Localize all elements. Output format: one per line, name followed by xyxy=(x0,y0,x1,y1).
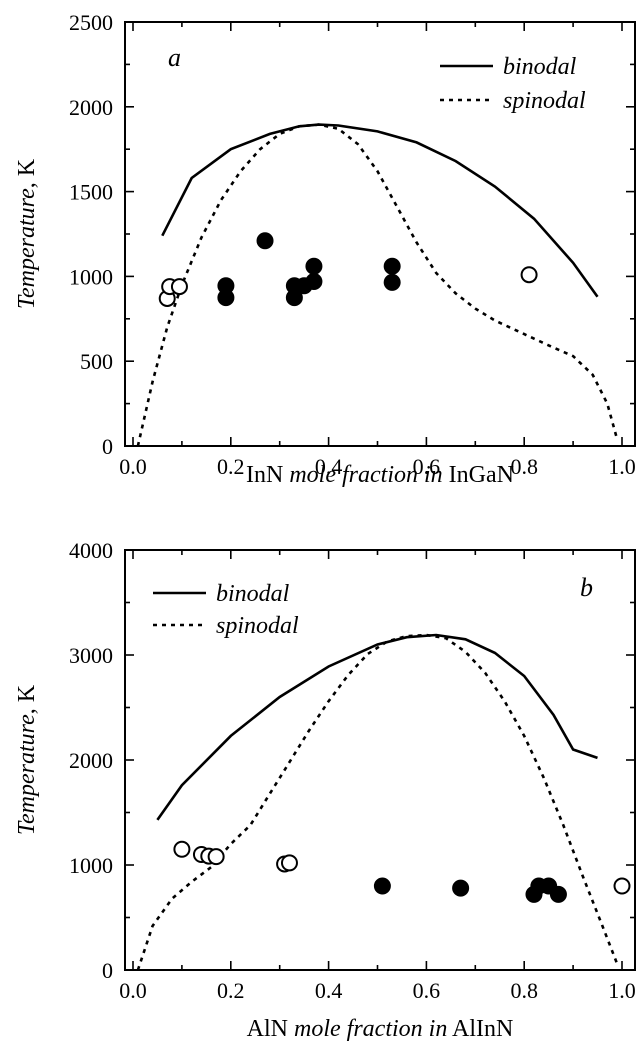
y-tick-label: 3000 xyxy=(69,643,113,668)
panel-b-plot-frame xyxy=(124,549,636,971)
open-circle-point xyxy=(173,840,191,858)
panel-b-ticks xyxy=(125,549,635,971)
filled-circle-point xyxy=(256,232,274,250)
binodal-curve xyxy=(156,633,598,821)
y-tick-label: 2000 xyxy=(69,748,113,773)
panel-a-curves xyxy=(136,123,619,447)
y-tick-label: 0 xyxy=(102,434,113,459)
x-tick-label: 0.6 xyxy=(413,454,441,479)
panel-b-legend-spinodal-label: spinodal xyxy=(216,613,299,639)
x-tick-label: 0.4 xyxy=(315,454,343,479)
filled-circle-point xyxy=(452,879,470,897)
y-tick-label: 2000 xyxy=(69,95,113,120)
panel-b-y-axis-label: Temperature, K xyxy=(14,684,40,835)
panel-b-label: b xyxy=(580,573,593,602)
x-tick-label: 0.0 xyxy=(119,978,147,1003)
panel-b-legend: binodal spinodal xyxy=(153,581,299,639)
open-circle-point xyxy=(170,278,188,296)
panel-a-x-axis-label-part3: InGaN xyxy=(449,462,514,488)
panel-a-plot-frame xyxy=(124,21,636,447)
panel-a-x-axis-label: InN mole fraction in InGaN xyxy=(246,462,514,488)
panel-b-x-axis-label-part3: AlInN xyxy=(452,1016,513,1042)
panel-b-curves xyxy=(136,633,619,971)
panel-a-y-axis-label-part1: Temperature xyxy=(14,188,40,309)
filled-circle-point xyxy=(305,257,323,275)
open-circle-point xyxy=(520,266,538,284)
x-tick-label: 0.0 xyxy=(119,454,147,479)
panel-a-legend: binodal spinodal xyxy=(440,54,586,114)
filled-circle-point xyxy=(373,877,391,895)
spinodal-curve xyxy=(136,633,619,971)
y-tick-label: 2500 xyxy=(69,10,113,35)
spinodal-curve xyxy=(136,123,619,447)
panel-a-y-axis-label: Temperature, K xyxy=(14,158,40,309)
x-tick-label: 0.2 xyxy=(217,454,245,479)
panel-b-chart: 0.0 0.2 0.4 0.6 0.8 1.0 0 1000 2000 3000 4000 b bi… xyxy=(14,538,636,1042)
y-tick-label: 1000 xyxy=(69,264,113,289)
x-tick-label: 1.0 xyxy=(608,454,636,479)
panel-a-ticks xyxy=(125,21,635,447)
binodal-curve xyxy=(161,123,599,298)
panel-b-x-axis-label: AlN mole fraction in AlInN xyxy=(247,1016,514,1042)
x-tick-label: 1.0 xyxy=(608,978,636,1003)
open-circle-point xyxy=(280,854,298,872)
x-tick-label: 0.2 xyxy=(217,978,245,1003)
y-tick-label: 1500 xyxy=(69,180,113,205)
y-tick-label: 500 xyxy=(80,349,113,374)
x-tick-label: 0.4 xyxy=(315,978,343,1003)
panel-b-y-axis-label-part1: Temperature xyxy=(14,714,40,835)
filled-circle-point xyxy=(217,277,235,295)
filled-circle-point xyxy=(305,272,323,290)
panel-a-x-axis-label-part2: mole fraction in xyxy=(289,462,442,488)
y-tick-label: 0 xyxy=(102,958,113,983)
panel-b-legend-binodal-label: binodal xyxy=(216,581,290,607)
panel-a-tick-labels: 0.0 0.2 0.4 0.6 0.8 1.0 0 500 1000 1500 2000 2500 xyxy=(69,10,636,479)
filled-circle-point xyxy=(383,257,401,275)
open-circle-point xyxy=(613,877,631,895)
panel-a-label: a xyxy=(168,43,181,72)
x-tick-label: 0.6 xyxy=(413,978,441,1003)
x-tick-label: 0.8 xyxy=(510,978,538,1003)
filled-circle-point xyxy=(383,273,401,291)
panel-b-tick-labels: 0.0 0.2 0.4 0.6 0.8 1.0 0 1000 2000 3000 4000 xyxy=(69,538,636,1003)
panel-a-chart: 0.0 0.2 0.4 0.6 0.8 1.0 0 500 1000 1500 2000 2500 a… xyxy=(14,10,636,488)
panel-a-x-axis-label-part1: InN xyxy=(246,462,283,488)
y-tick-label: 4000 xyxy=(69,538,113,563)
panel-a-y-axis-label-part2: , K xyxy=(14,158,40,188)
panel-b-x-axis-label-part2: mole fraction in xyxy=(294,1016,447,1042)
x-tick-label: 0.8 xyxy=(510,454,538,479)
open-circle-point xyxy=(207,848,225,866)
panel-b-data-points xyxy=(173,840,631,903)
panel-b-y-axis-label-part2: , K xyxy=(14,684,40,714)
panel-b-x-axis-label-part1: AlN xyxy=(247,1016,288,1042)
panel-a-data-points xyxy=(158,232,538,307)
panel-a-legend-spinodal-label: spinodal xyxy=(503,88,586,114)
y-tick-label: 1000 xyxy=(69,853,113,878)
filled-circle-point xyxy=(549,885,567,903)
panel-a-legend-binodal-label: binodal xyxy=(503,54,577,80)
